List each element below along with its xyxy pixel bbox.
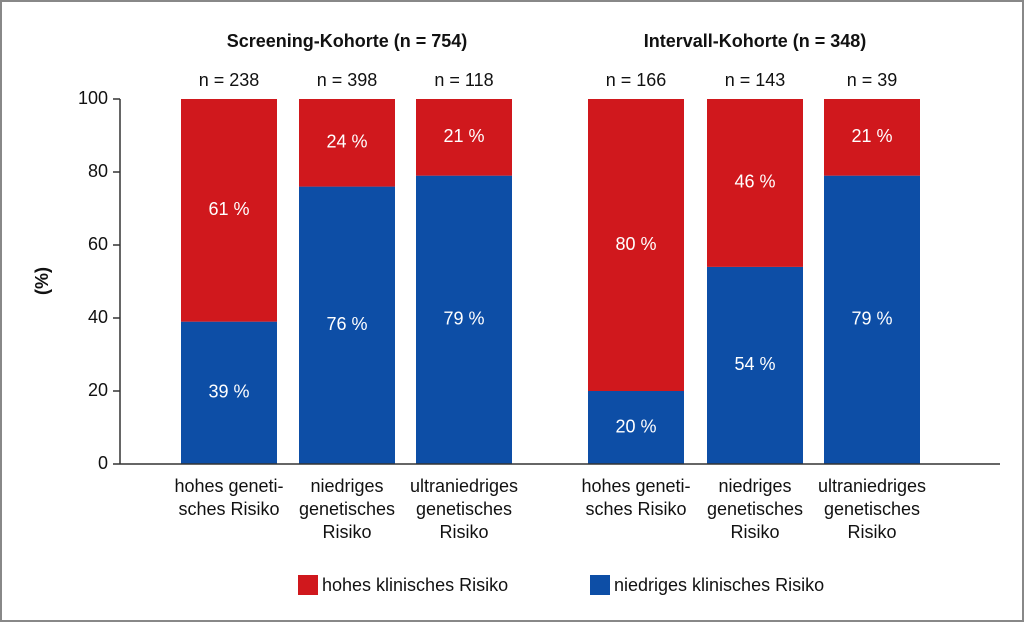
value-label: 61 % <box>208 199 249 219</box>
value-label: 39 % <box>208 382 249 402</box>
value-label: 24 % <box>326 132 367 152</box>
x-tick-label: niedriges <box>310 476 383 496</box>
value-label: 79 % <box>443 309 484 329</box>
n-label: n = 238 <box>199 70 260 90</box>
n-label: n = 143 <box>725 70 786 90</box>
x-tick-label: niedriges <box>718 476 791 496</box>
bar-segment <box>824 175 920 464</box>
bar-segment <box>299 186 395 464</box>
x-tick-label: hohes geneti- <box>581 476 690 496</box>
value-label: 54 % <box>734 354 775 374</box>
bar-segment <box>416 175 512 464</box>
legend-label: hohes klinisches Risiko <box>322 575 508 595</box>
value-label: 46 % <box>734 172 775 192</box>
y-axis-label: (%) <box>32 267 52 295</box>
x-tick-label: hohes geneti- <box>174 476 283 496</box>
value-label: 80 % <box>615 234 656 254</box>
bar-segment <box>707 99 803 267</box>
n-label: n = 166 <box>606 70 667 90</box>
x-tick-label: ultraniedriges <box>818 476 926 496</box>
value-label: 21 % <box>443 126 484 146</box>
y-tick-label: 20 <box>88 380 108 400</box>
x-tick-label: genetisches <box>707 499 803 519</box>
value-label: 20 % <box>615 416 656 436</box>
x-tick-label: sches Risiko <box>178 499 279 519</box>
legend-label: niedriges klinisches Risiko <box>614 575 824 595</box>
n-label: n = 118 <box>434 70 493 90</box>
bar-segment <box>588 391 684 464</box>
x-tick-label: genetisches <box>824 499 920 519</box>
legend-swatch <box>298 575 318 595</box>
x-tick-label: ultraniedriges <box>410 476 518 496</box>
y-tick-label: 80 <box>88 161 108 181</box>
y-tick-label: 100 <box>78 88 108 108</box>
y-tick-label: 0 <box>98 453 108 473</box>
x-tick-label: genetisches <box>416 499 512 519</box>
x-tick-label: sches Risiko <box>585 499 686 519</box>
bar-segment <box>707 266 803 464</box>
bar-segment <box>824 99 920 176</box>
bar-segment <box>181 321 277 464</box>
x-tick-label: Risiko <box>730 522 779 542</box>
value-label: 76 % <box>326 314 367 334</box>
n-label: n = 398 <box>317 70 378 90</box>
legend-swatch <box>590 575 610 595</box>
value-label: 79 % <box>851 309 892 329</box>
y-tick-label: 60 <box>88 234 108 254</box>
group-title: Screening-Kohorte (n = 754) <box>227 31 468 51</box>
x-tick-label: Risiko <box>847 522 896 542</box>
x-tick-label: Risiko <box>322 522 371 542</box>
bar-segment <box>181 99 277 322</box>
x-tick-label: genetisches <box>299 499 395 519</box>
bar-segment <box>299 99 395 187</box>
value-label: 21 % <box>851 126 892 146</box>
group-title: Intervall-Kohorte (n = 348) <box>644 31 867 51</box>
bar-segment <box>588 99 684 391</box>
x-tick-label: Risiko <box>439 522 488 542</box>
bar-segment <box>416 99 512 176</box>
n-label: n = 39 <box>847 70 898 90</box>
y-tick-label: 40 <box>88 307 108 327</box>
